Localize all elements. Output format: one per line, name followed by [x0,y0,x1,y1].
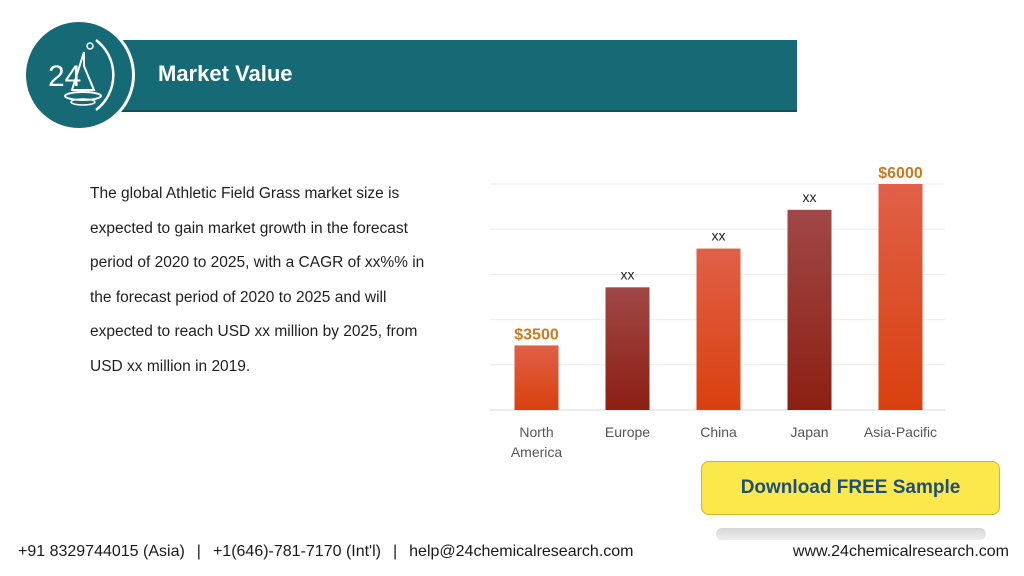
bar [878,184,923,410]
website-link[interactable]: www.24chemicalresearch.com [792,543,1009,560]
data-label: $6000 [878,165,923,182]
header-banner: Market Value [100,40,797,112]
flask-icon: 24 [48,39,115,111]
data-label: xx [803,189,817,205]
data-label: xx [712,228,726,244]
footer-separator: | [196,543,201,560]
market-value-chart: $3500 xx xx xx $6000 North America Europe China… [490,150,950,470]
bar [605,287,650,410]
category-label: Japan [770,422,850,442]
contact-email[interactable]: help@24chemicalresearch.com [409,543,634,560]
category-label-line: China [700,424,737,440]
category-label-line: America [510,444,563,460]
intro-paragraph: The global Athletic Field Grass market s… [90,185,425,375]
category-label: China [679,422,759,442]
category-label-line: Japan [790,424,829,440]
phone-intl[interactable]: +1(646)-781-7170 (Int'l) [212,543,381,560]
category-label-line: Asia-Pacific [863,424,938,440]
phone-asia[interactable]: +91 8329744015 (Asia) [18,543,185,560]
company-logo[interactable]: 24 [26,22,132,128]
download-button-shadow [716,528,986,540]
bar-chart: $3500 xx xx xx $6000 [490,165,945,411]
category-label-line: North [519,424,554,440]
data-label: $3500 [514,326,559,343]
bar [696,248,741,410]
category-label: Asia-Pacific [861,422,941,442]
category-label: Europe [588,422,668,442]
bar [787,209,832,410]
download-sample-button[interactable]: Download FREE Sample [701,461,1000,515]
page-title: Market Value [158,61,293,86]
bar [514,345,559,410]
category-label-line: Europe [604,424,651,440]
data-label: xx [621,266,635,282]
footer-contact: +91 8329744015 (Asia) | +1(646)-781-7170 (… [18,543,634,561]
category-label: North America [497,422,577,462]
footer-separator: | [393,543,398,560]
